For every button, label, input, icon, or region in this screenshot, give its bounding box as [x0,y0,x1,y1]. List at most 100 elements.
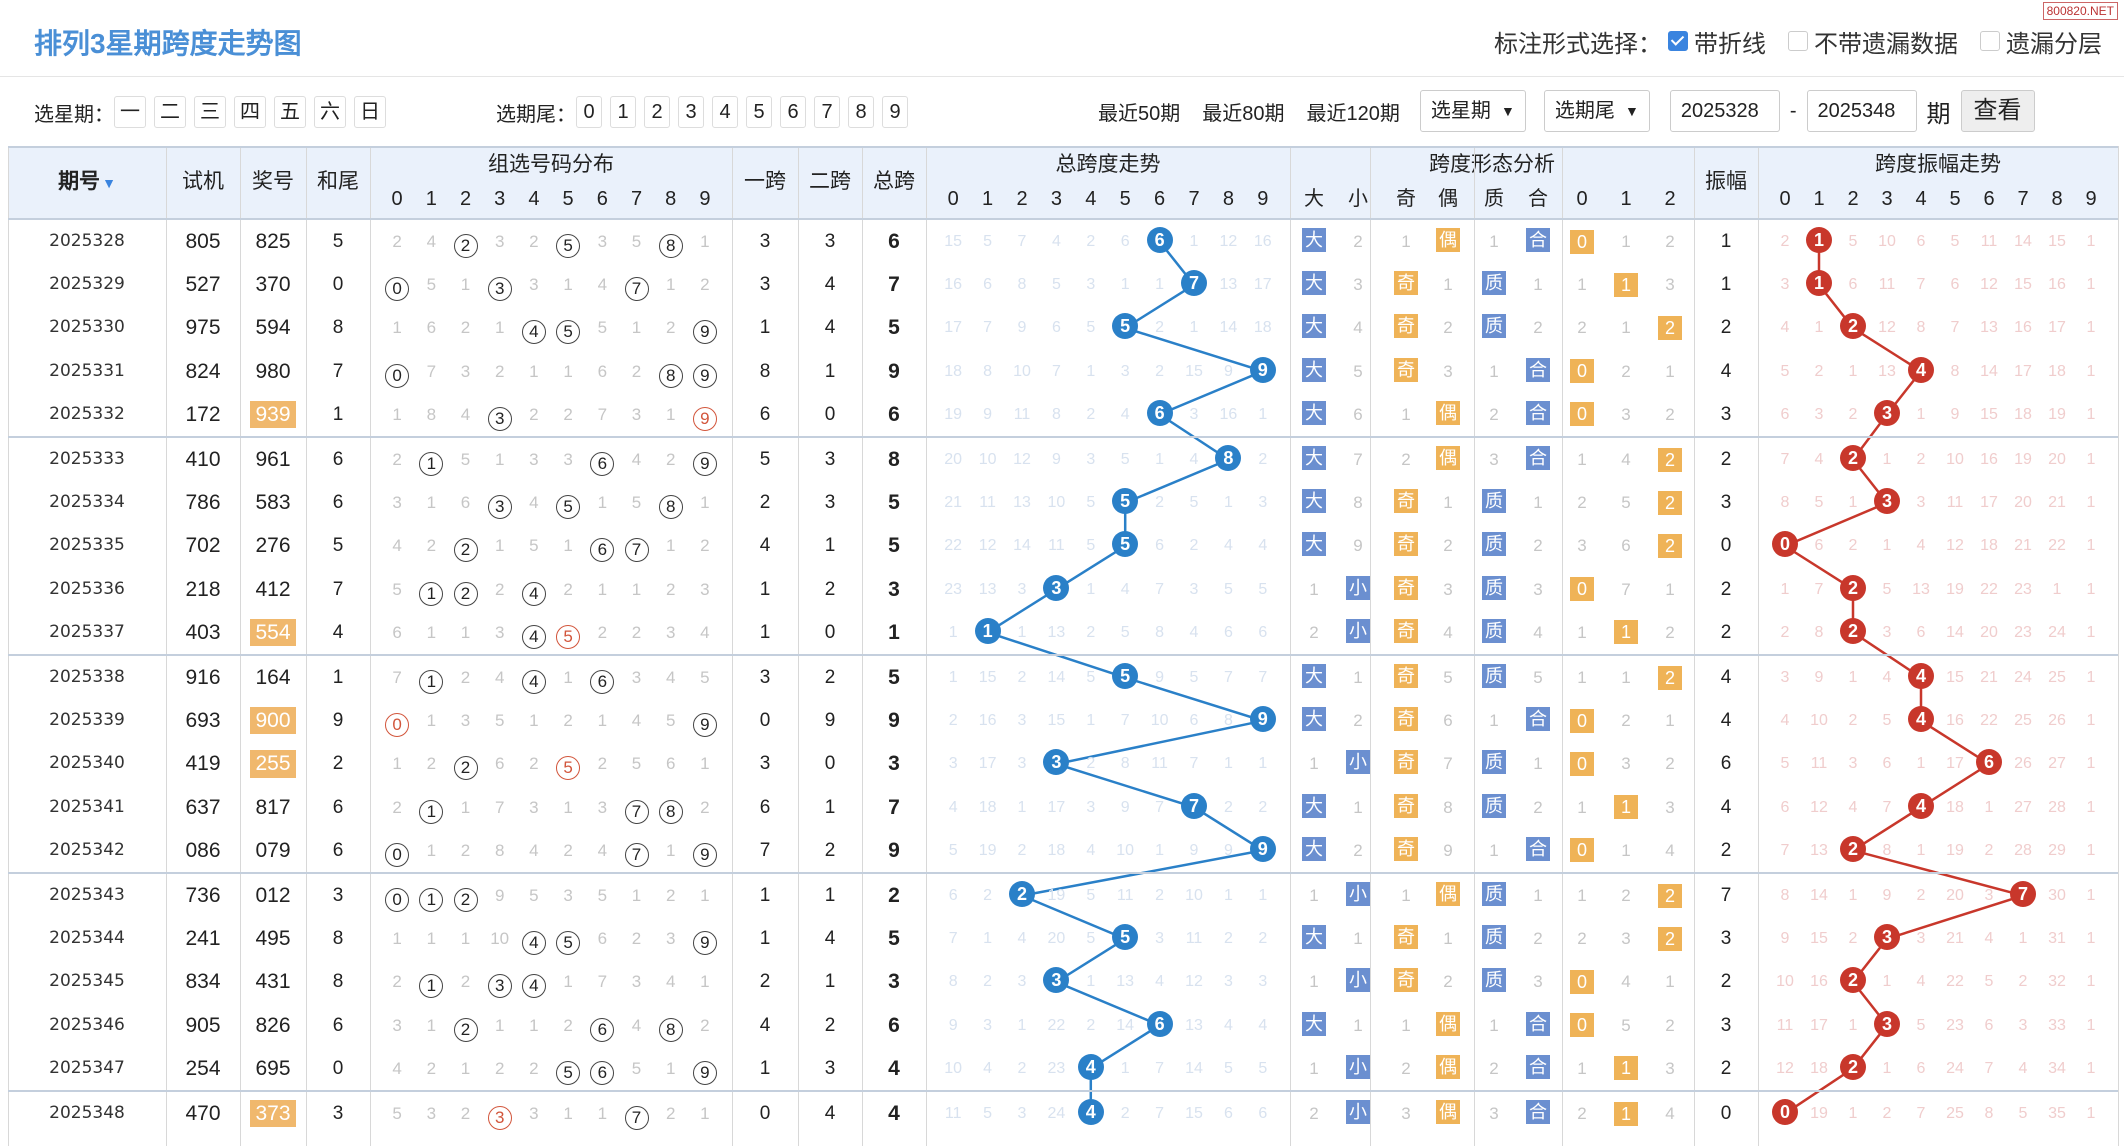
amplitude-value: 6 [1720,753,1732,775]
tail-5[interactable]: 5 [746,96,772,128]
form-miss: 4 [1533,622,1543,642]
prize-number: 980 [255,359,291,383]
weekday-sun[interactable]: 日 [354,96,386,128]
dist-hit-digit: 8 [665,497,676,517]
residue-tag: 0 [1570,229,1594,254]
dist-miss: 2 [426,536,437,556]
form-tag: 大 [1302,664,1326,688]
dist-miss: 3 [392,1015,402,1035]
tail-1[interactable]: 1 [610,96,636,128]
form-cell: 大 [1296,786,1332,829]
form-miss: 1 [1577,797,1587,817]
form-tag: 质 [1482,925,1506,950]
tail-8[interactable]: 8 [848,96,874,128]
tail-4[interactable]: 4 [712,96,738,128]
span1-value: 1 [759,1057,771,1079]
span-trend-miss: 1 [1223,494,1233,512]
amp-trend-miss: 15 [1980,405,1998,423]
span-trend-cell: 7 [1178,786,1210,829]
weekday-select[interactable]: 选星期 ▼ [1419,90,1526,132]
weekday-fri[interactable]: 五 [274,96,306,128]
dist-miss: 2 [700,1015,710,1035]
from-issue-input[interactable]: 2025328 [1669,90,1780,132]
dist-miss: 4 [529,493,539,513]
span-trend-miss: 4 [1258,1016,1268,1034]
dist-cell: ⑤5 [552,481,584,524]
amp-trend-cell: 2 [1837,1047,1869,1090]
weekday-sat[interactable]: 六 [314,96,346,128]
span-trend-ball: 7 [1181,270,1207,297]
with-line-checkbox[interactable] [1668,30,1688,51]
tail-label: 选期尾： [496,103,576,126]
dist-miss: 5 [529,886,539,905]
span-trend-ball: 3 [1043,574,1070,601]
span2-value: 2 [824,667,836,688]
span-trend-miss: 3 [1189,580,1199,598]
to-issue-input[interactable]: 2025348 [1806,90,1917,132]
form-tag: 奇 [1394,836,1418,861]
span-trend-cell: 3 [1040,742,1072,785]
amp-trend-miss: 18 [1946,798,1964,816]
span-trend-miss: 8 [1223,712,1233,730]
issue-header[interactable]: 期号 ▼ [8,146,166,219]
span-trend-ball: 4 [1077,1099,1104,1125]
with-line-label[interactable]: 带折线 [1694,31,1766,58]
query-button[interactable]: 查看 [1960,90,2035,132]
amp-trend-miss: 6 [1780,405,1790,423]
recent-50-link[interactable]: 最近50期 [1098,102,1181,125]
form-cell: 大 [1296,1004,1332,1047]
amp-trend-miss: 1 [1848,362,1858,380]
weekday-tue[interactable]: 二 [154,96,186,128]
dist-hit-circle: ⑤5 [556,234,581,258]
recent-80-link[interactable]: 最近80期 [1202,102,1285,125]
weekday-wed[interactable]: 三 [194,96,226,128]
no-miss-checkbox[interactable] [1788,30,1808,51]
amp-trend-miss: 18 [1810,1059,1828,1077]
amp-trend-miss: 25 [2048,669,2066,686]
amp-trend-miss: 29 [2048,841,2066,859]
dist-cell: ③3 [484,960,516,1003]
tail-9[interactable]: 9 [882,96,908,128]
sort-down-icon[interactable]: ▼ [102,175,116,191]
tail-select[interactable]: 选期尾 ▼ [1543,90,1650,132]
form-cell: 3 [1476,1092,1512,1136]
miss-layer-label[interactable]: 遗漏分层 [2006,31,2102,58]
form-cell: 奇 [1388,524,1424,567]
column-divider [1474,146,1475,1146]
miss-layer-checkbox[interactable] [1980,30,2000,51]
amp-trend-cell: 0 [1769,524,1801,567]
dist-miss: 4 [700,622,710,642]
weekday-thu[interactable]: 四 [234,96,266,128]
span-trend-miss: 1 [1017,623,1027,641]
form-cell: 质 [1476,656,1512,699]
form-cell: 1 [1608,656,1644,700]
amp-trend-miss: 7 [1882,798,1892,816]
no-miss-label[interactable]: 不带遗漏数据 [1814,31,1958,58]
tail-7[interactable]: 7 [814,96,840,128]
weekday-mon[interactable]: 一 [114,96,146,128]
form-cell: 大 [1296,220,1332,263]
tail-0[interactable]: 0 [576,96,602,128]
form-cell: 1 [1340,917,1376,961]
amp-trend-miss: 4 [1848,798,1858,816]
recent-120-link[interactable]: 最近120期 [1306,102,1400,125]
tail-6[interactable]: 6 [780,96,806,128]
form-cell: 2 [1520,917,1556,961]
span2-value: 4 [824,1103,836,1124]
span-trend-miss: 1 [1223,887,1233,904]
tail-2[interactable]: 2 [644,96,670,128]
form-miss: 1 [1309,1058,1319,1078]
span-trend-miss: 5 [1189,494,1199,512]
tail-3[interactable]: 3 [678,96,704,128]
span-trend-miss: 8 [1051,405,1061,423]
dist-hit-circle: ③3 [487,974,512,999]
amp-trend-miss: 4 [1882,669,1892,686]
amp-trend-miss: 1 [1984,798,1994,816]
amp-trend-ball: 6 [1976,749,2002,776]
dist-hit-digit: 0 [392,890,402,909]
form-miss: 1 [1443,493,1453,513]
amp-trend-miss: 18 [2048,362,2066,380]
form-tag: 奇 [1394,314,1418,339]
form-tag: 合 [1526,1054,1550,1079]
